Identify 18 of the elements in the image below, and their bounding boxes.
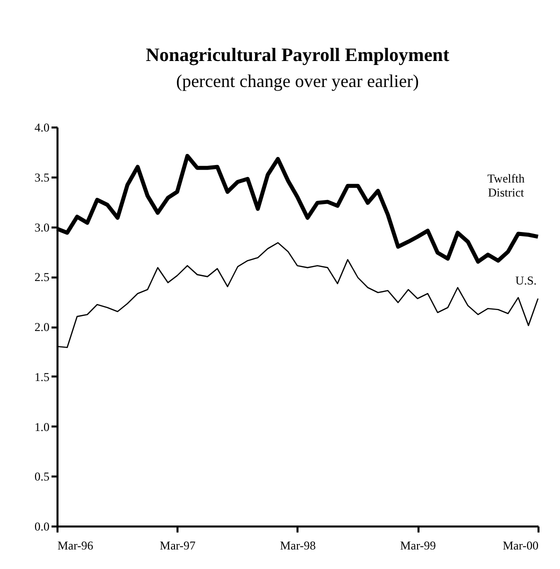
text: Twelfth District	[487, 172, 525, 200]
x-tick-label: Mar-00	[502, 538, 538, 552]
y-tick-label: 3.5	[34, 170, 50, 184]
y-tick-label: 0.0	[34, 520, 50, 534]
y-tick-label: 1.5	[34, 370, 50, 384]
y-tick-label: 1.0	[34, 420, 50, 434]
y-tick-label: 0.5	[34, 470, 50, 484]
x-tick-label: Mar-98	[280, 538, 316, 552]
y-tick-label: 4.0	[34, 120, 50, 134]
y-tick-label: 3.0	[34, 220, 50, 234]
y-tick-label: 2.0	[34, 320, 50, 334]
x-tick-label: Mar-96	[58, 538, 94, 552]
series-label: U.S.	[515, 274, 537, 288]
chart-title: Nonagricultural Payroll Employment	[146, 45, 450, 66]
x-tick-label: Mar-97	[160, 538, 196, 552]
y-tick-label: 2.5	[34, 270, 50, 284]
chart-subtitle: (percent change over year earlier)	[176, 71, 419, 91]
x-tick-label: Mar-99	[400, 538, 436, 552]
